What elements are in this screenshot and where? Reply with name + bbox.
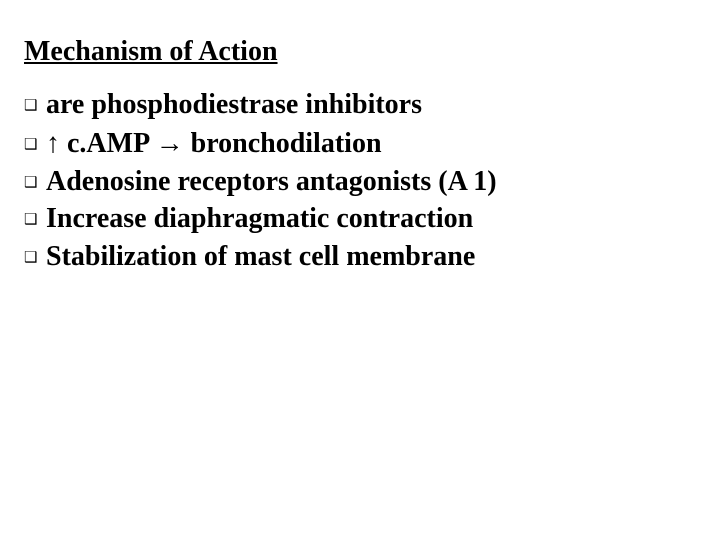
list-item-text: Stabilization of mast cell membrane — [46, 238, 475, 276]
bullet-icon: ❑ — [24, 210, 46, 230]
bullet-icon: ❑ — [24, 96, 46, 116]
list-item: ❑ are phosphodiestrase inhibitors — [24, 86, 696, 124]
bullet-list: ❑ are phosphodiestrase inhibitors ❑ ↑ c.… — [24, 86, 696, 276]
list-item: ❑ ↑ c.AMP → bronchodilation — [24, 124, 696, 163]
section-title: Mechanism of Action — [24, 36, 696, 68]
list-item-text: are phosphodiestrase inhibitors — [46, 86, 422, 124]
up-arrow-icon: ↑ — [46, 127, 60, 158]
list-item-text: Adenosine receptors antagonists (A 1) — [46, 163, 497, 201]
bullet-icon: ❑ — [24, 173, 46, 193]
list-item: ❑ Stabilization of mast cell membrane — [24, 238, 696, 276]
text-fragment: c.AMP — [60, 128, 156, 159]
list-item-text: Increase diaphragmatic contraction — [46, 200, 473, 238]
bullet-icon: ❑ — [24, 248, 46, 268]
bullet-icon: ❑ — [24, 135, 46, 155]
list-item-text: ↑ c.AMP → bronchodilation — [46, 124, 382, 163]
list-item: ❑ Adenosine receptors antagonists (A 1) — [24, 163, 696, 201]
right-arrow-icon: → — [156, 127, 184, 158]
text-fragment: bronchodilation — [184, 128, 382, 159]
list-item: ❑ Increase diaphragmatic contraction — [24, 200, 696, 238]
